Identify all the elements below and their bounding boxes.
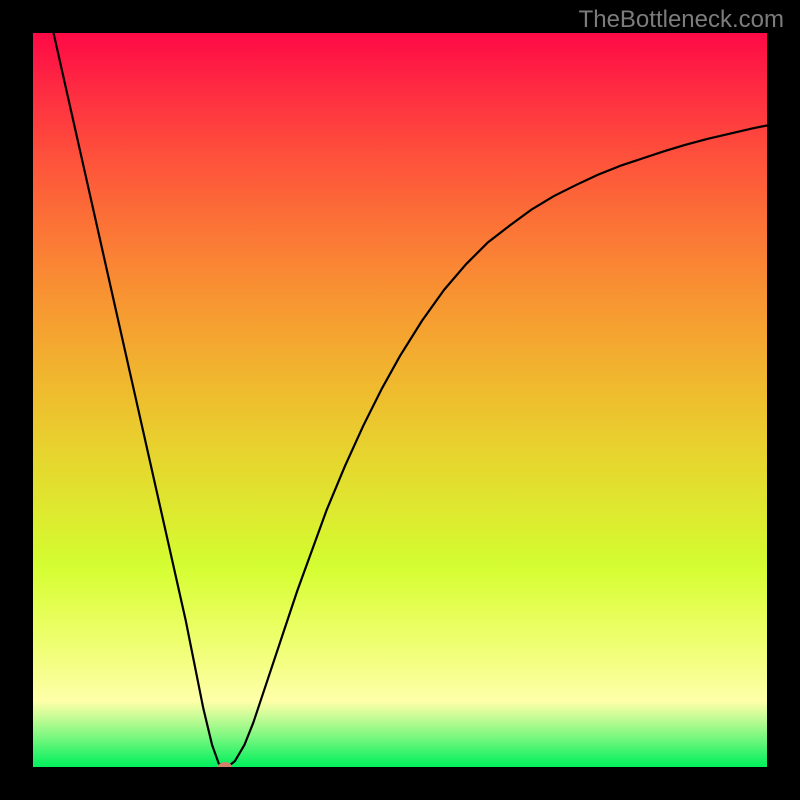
plot-area [33,33,767,767]
gradient-background [33,33,767,767]
watermark-text: TheBottleneck.com [579,6,784,34]
